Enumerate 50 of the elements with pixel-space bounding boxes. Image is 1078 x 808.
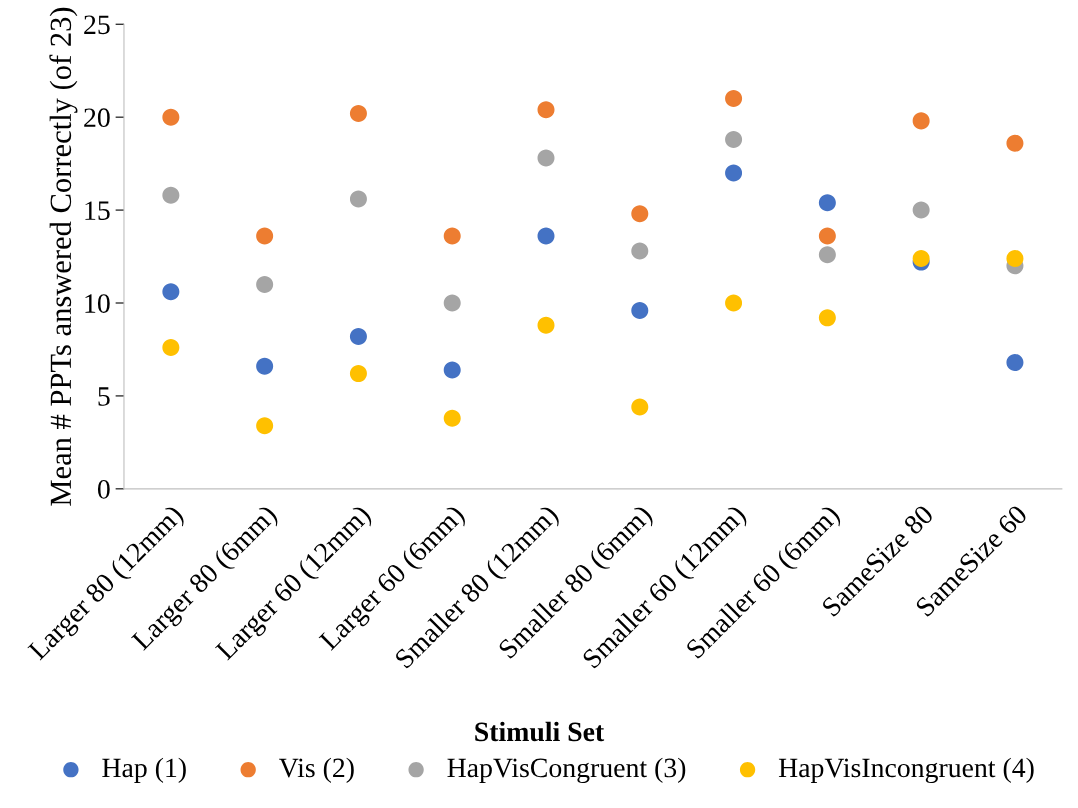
point (1006, 249, 1024, 267)
point (162, 186, 180, 204)
point (349, 190, 367, 208)
point (537, 227, 555, 245)
point (349, 365, 367, 383)
point (1006, 134, 1024, 152)
point (725, 164, 743, 182)
y-tick-label: 15 (85, 201, 110, 220)
point (631, 205, 649, 223)
y-tick-label: 20 (84, 108, 110, 128)
point (537, 149, 555, 167)
point (912, 249, 930, 267)
point (725, 90, 743, 108)
point (537, 101, 555, 119)
point (725, 294, 743, 312)
point (631, 398, 649, 416)
point (725, 130, 743, 148)
x-axis-title: Stimuli Set (475, 721, 605, 742)
legend-label: Vis (2) (279, 757, 354, 783)
y-tick-label: 25 (84, 15, 110, 35)
point (349, 327, 367, 345)
point (162, 283, 180, 301)
y-axis-title: Mean # PPTs answered Correctly (of 23) (49, 7, 78, 506)
y-tick-label: 5 (98, 387, 110, 406)
legend-label: HapVisCongruent (3) (447, 757, 686, 783)
point (162, 339, 180, 357)
point (256, 275, 274, 293)
point (818, 227, 836, 245)
point (912, 112, 930, 130)
point (443, 227, 461, 245)
y-tick-label: 0 (97, 480, 110, 499)
point (631, 301, 649, 319)
point (912, 201, 930, 219)
point (537, 316, 555, 334)
point (443, 409, 461, 427)
point (349, 104, 367, 122)
point (443, 361, 461, 379)
point (818, 194, 836, 212)
y-tick-label: 10 (85, 294, 110, 313)
point (162, 108, 180, 126)
legend-label: HapVisIncongruent (4) (778, 757, 1034, 783)
point (443, 294, 461, 312)
point (1006, 353, 1024, 371)
point (818, 246, 836, 264)
point (256, 227, 274, 245)
point (631, 242, 649, 260)
point (256, 417, 274, 435)
legend-label: Hap (1) (102, 757, 186, 783)
point (818, 309, 836, 327)
point (256, 357, 274, 375)
